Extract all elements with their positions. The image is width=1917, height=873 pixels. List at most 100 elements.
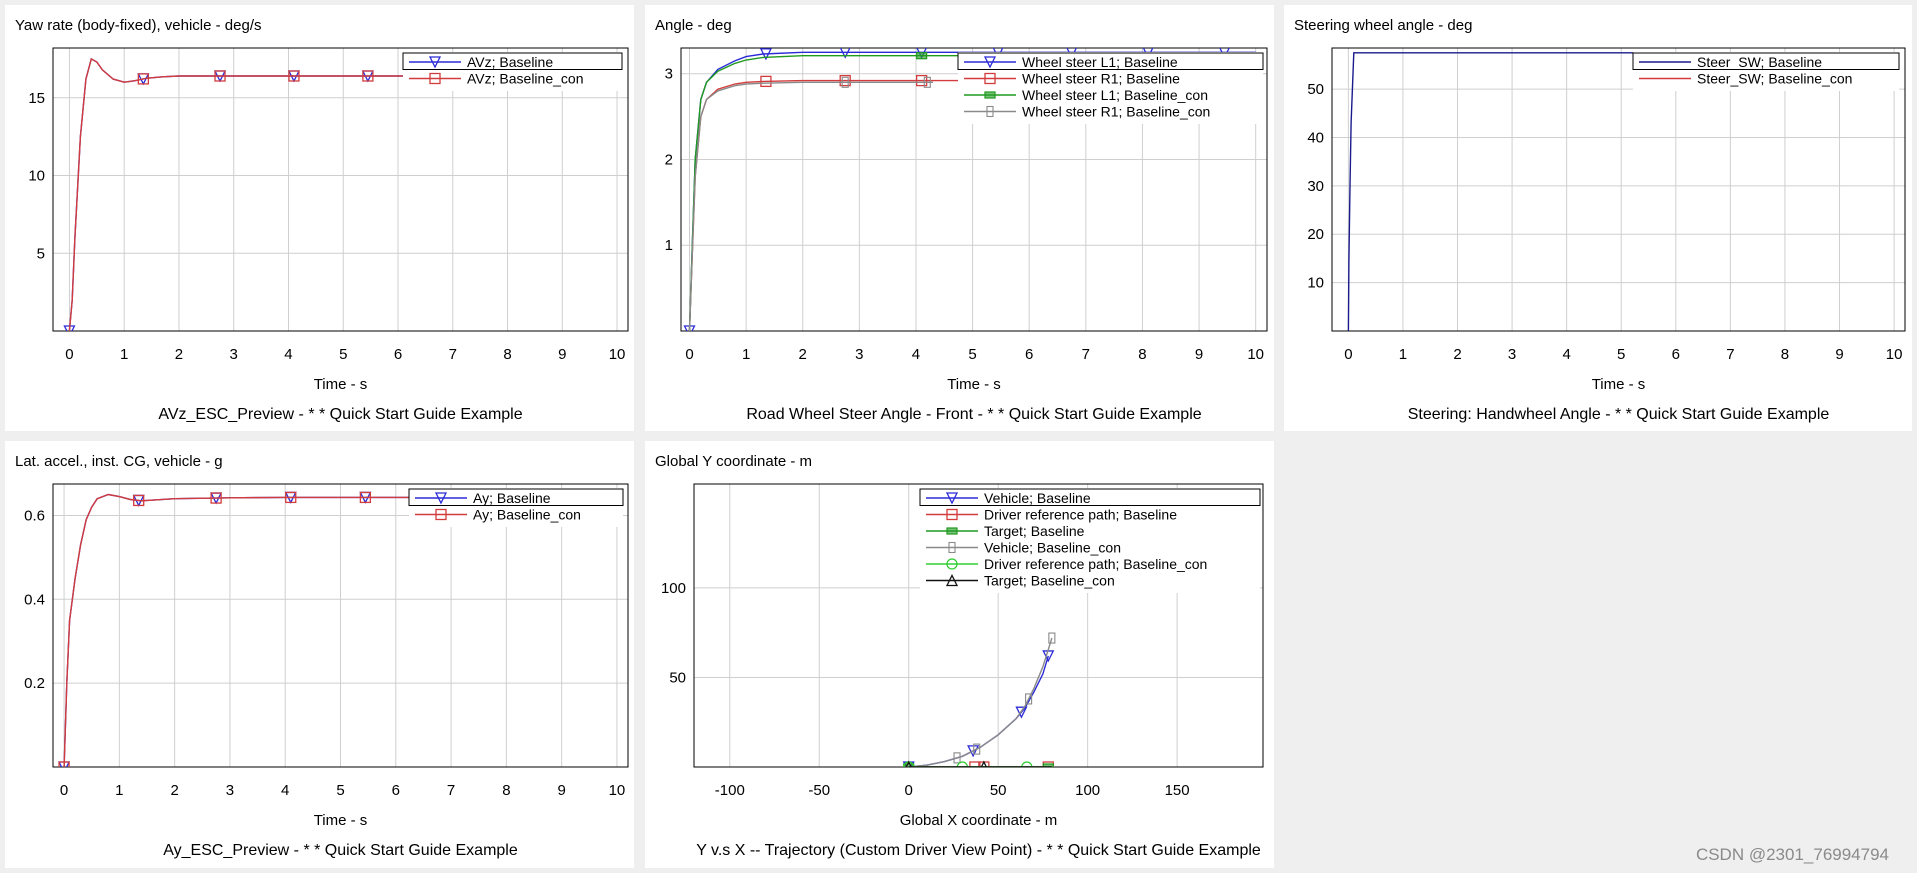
x-tick-label: 9 <box>557 782 565 799</box>
x-tick-label: 7 <box>1082 346 1090 363</box>
watermark: CSDN @2301_76994794 <box>1695 845 1889 864</box>
series-group <box>1347 52 1895 331</box>
x-tick-label: 8 <box>502 782 510 799</box>
x-tick-label: 5 <box>1617 346 1625 363</box>
plot-area <box>1331 47 1906 332</box>
chart-caption: Steering: Handwheel Angle - * * Quick St… <box>1408 406 1830 423</box>
x-tick-label: 8 <box>503 346 511 363</box>
legend-label: AVz; Baseline_con <box>467 71 583 87</box>
legend-box <box>1633 52 1899 91</box>
series-marker-wheel-steer-l1-baseline-con <box>916 52 928 60</box>
x-tick-label: 150 <box>1165 782 1190 799</box>
y-tick-label: 100 <box>661 580 686 597</box>
series-marker-wheel-steer-r1-baseline <box>760 75 772 88</box>
legend-marker <box>986 105 994 118</box>
legend-label: Steer_SW; Baseline_con <box>1697 71 1852 87</box>
x-tick-label: 2 <box>170 782 178 799</box>
chart-caption: AVz_ESC_Preview - * * Quick Start Guide … <box>158 406 522 423</box>
series-marker-wheel-steer-r1-baseline <box>839 74 851 87</box>
y-tick-label: 0.2 <box>24 675 45 692</box>
y-tick-label: 20 <box>1307 226 1324 243</box>
series-marker-vehicle-baseline-con <box>1025 693 1033 705</box>
x-axis-label: Time - s <box>314 376 368 393</box>
series-line-vehicle-baseline-con <box>908 637 1053 767</box>
series-line-vehicle-baseline <box>908 655 1049 767</box>
legend-label: Target; Baseline <box>984 523 1085 539</box>
legend-highlight <box>957 52 1264 70</box>
chart-title: Global Y coordinate - m <box>655 453 812 470</box>
series-marker-ay-baseline-con <box>285 491 297 504</box>
chart-caption: Ay_ESC_Preview - * * Quick Start Guide E… <box>163 842 518 859</box>
chart-yaw-rate: Yaw rate (body-fixed), vehicle - deg/s 0 1… <box>15 17 629 423</box>
legend-label: Steer_SW; Baseline <box>1697 54 1822 70</box>
series-marker-vehicle-baseline-con <box>973 743 981 755</box>
x-tick-label: 8 <box>1781 346 1789 363</box>
legend-marker <box>983 56 997 69</box>
series-marker-ay-baseline-con <box>359 491 372 504</box>
x-tick-label: 1 <box>120 346 128 363</box>
plot-area <box>52 483 629 768</box>
legend-label: Ay; Baseline_con <box>473 507 581 523</box>
x-axis-label: Time - s <box>314 812 368 829</box>
x-tick-label: 0 <box>60 782 68 799</box>
chart-title: Angle - deg <box>655 17 732 34</box>
x-tick-label: 5 <box>336 782 344 799</box>
x-tick-label: 3 <box>226 782 234 799</box>
x-tick-label: 5 <box>968 346 976 363</box>
chart-wheel-angle: Angle - deg 0 1 2 3 4 5 6 7 8 9 10 1 2 3 Time - s Road W… <box>655 17 1268 423</box>
series-marker-ay-baseline-con <box>210 492 222 504</box>
x-tick-label: 1 <box>742 346 750 363</box>
chart-title: Steering wheel angle - deg <box>1294 17 1472 34</box>
x-tick-label: 7 <box>1726 346 1734 363</box>
series-marker-wheel-steer-l1-baseline <box>759 48 772 61</box>
y-tick-label: 50 <box>669 669 686 686</box>
y-tick-label: 30 <box>1307 178 1324 195</box>
x-tick-label: 9 <box>558 346 566 363</box>
series-marker-driver-reference-path-baseline-con <box>956 761 969 767</box>
legend-marker <box>984 91 996 99</box>
legend-marker <box>946 558 958 570</box>
series-marker-driver-reference-path-baseline <box>969 761 981 767</box>
chart-caption: Road Wheel Steer Angle - Front - * * Qui… <box>746 406 1201 423</box>
y-tick-label: 1 <box>665 237 673 254</box>
x-tick-label: 6 <box>392 782 400 799</box>
chart-title: Yaw rate (body-fixed), vehicle - deg/s <box>15 17 262 34</box>
chart-panel-wheel-angle: Angle - deg 0 1 2 3 4 5 6 7 8 9 10 1 2 3 Time - s Road W… <box>645 5 1274 431</box>
series-marker-vehicle-baseline-con <box>1048 632 1056 644</box>
series-marker-avz-baseline-con <box>214 70 226 82</box>
series-marker-wheel-steer-r1-baseline-con <box>923 76 931 88</box>
x-tick-label: 10 <box>609 782 626 799</box>
plot-area <box>680 47 1268 332</box>
y-tick-label: 40 <box>1307 129 1324 146</box>
x-axis-label: Global X coordinate - m <box>900 812 1058 829</box>
legend-label: Ay; Baseline <box>473 490 551 506</box>
series-group <box>58 491 617 767</box>
y-tick-label: 0.4 <box>24 591 45 608</box>
x-tick-label: -50 <box>808 782 830 799</box>
legend-highlight <box>408 488 624 506</box>
x-tick-label: 10 <box>609 346 626 363</box>
series-marker-target-baseline <box>1042 763 1054 767</box>
chart-steering-wheel: Steering wheel angle - deg 0 1 2 3 4 5 6 7 8 9 10 10… <box>1294 17 1906 423</box>
legend-label: Driver reference path; Baseline_con <box>984 556 1207 572</box>
x-tick-label: 0 <box>1344 346 1352 363</box>
x-tick-label: 0 <box>685 346 693 363</box>
y-tick-label: 15 <box>28 90 45 107</box>
series-marker-vehicle-baseline <box>967 745 980 758</box>
legend-highlight <box>919 488 1261 506</box>
legend-label: Driver reference path; Baseline <box>984 507 1177 523</box>
chart-panel-steering-wheel: Steering wheel angle - deg 0 1 2 3 4 5 6 7 8 9 10 10… <box>1284 5 1912 431</box>
x-axis-label: Time - s <box>947 376 1001 393</box>
x-tick-label: 7 <box>449 346 457 363</box>
y-tick-label: 10 <box>28 168 45 185</box>
series-group <box>63 57 617 331</box>
legend-marker <box>429 72 441 85</box>
series-group <box>902 632 1056 767</box>
series-line-steer-sw-baseline <box>1347 52 1895 331</box>
series-marker-avz-baseline-con <box>288 70 300 82</box>
legend-label: Wheel steer R1; Baseline_con <box>1022 104 1210 120</box>
x-tick-label: 9 <box>1195 346 1203 363</box>
x-tick-label: 50 <box>990 782 1007 799</box>
series-marker-ay-baseline-con <box>58 761 70 767</box>
